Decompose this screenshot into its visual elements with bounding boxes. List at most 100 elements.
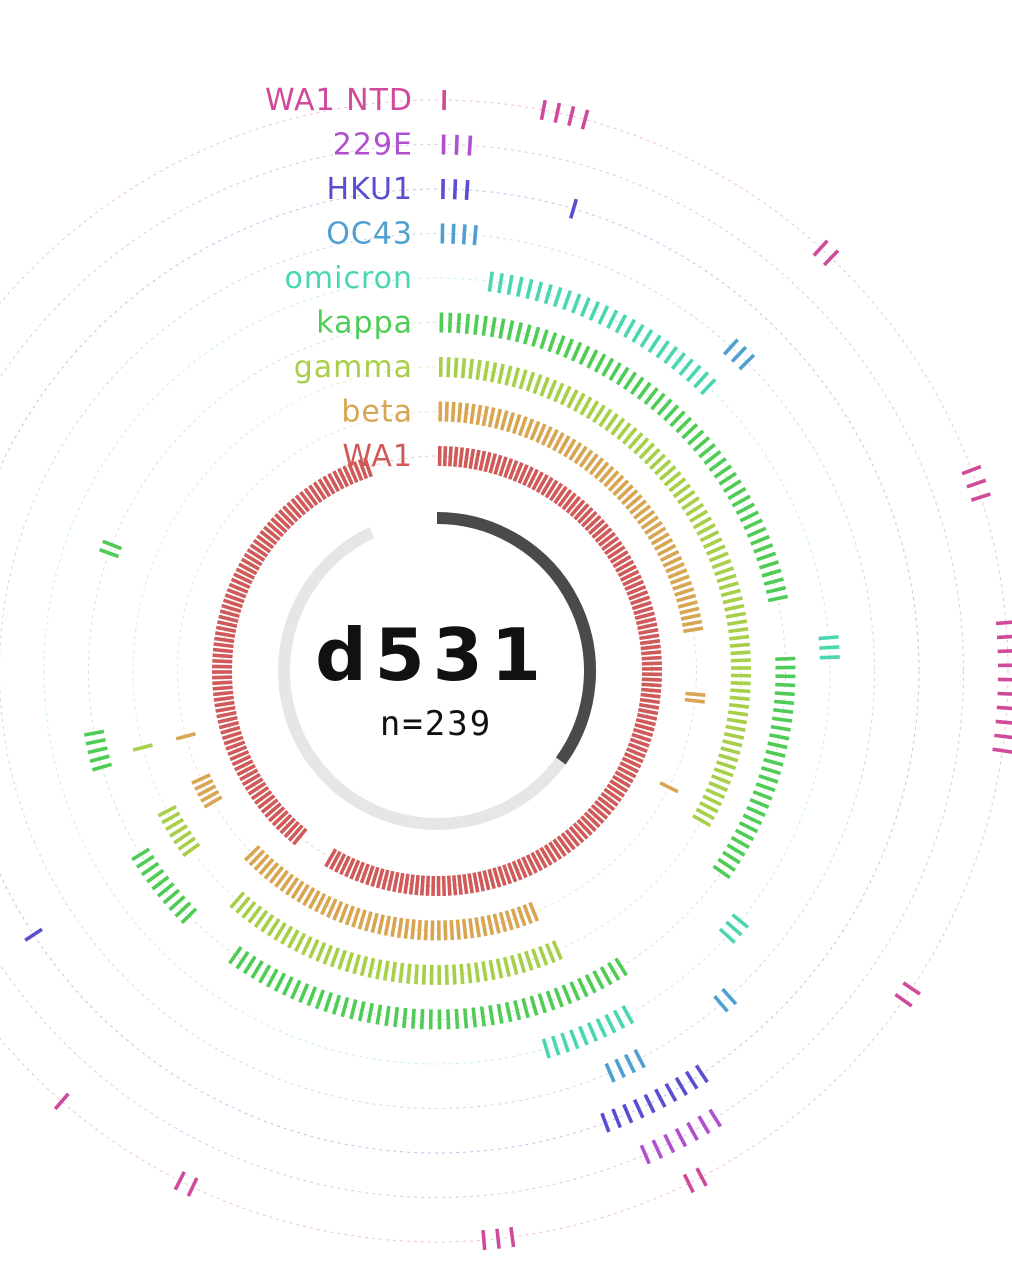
tick-wa1 bbox=[339, 855, 351, 876]
tick-kappa bbox=[89, 754, 110, 763]
tick-kappa bbox=[761, 568, 782, 578]
tick-wa1 bbox=[597, 531, 616, 547]
tick-kappa bbox=[447, 312, 453, 333]
tick-kappa bbox=[756, 551, 777, 562]
tick-wa1 bbox=[271, 809, 289, 827]
tick-kappa bbox=[663, 404, 680, 422]
tick-beta bbox=[612, 479, 630, 497]
tick-kappa bbox=[180, 907, 198, 925]
tick-wa1 bbox=[641, 687, 662, 694]
tick-beta bbox=[674, 587, 695, 597]
tick-gamma bbox=[173, 830, 192, 845]
guide-ring-kappa bbox=[88, 322, 786, 1020]
tick-wa1 bbox=[516, 858, 528, 879]
tick-omicron bbox=[595, 1018, 608, 1038]
ring-oc43 bbox=[440, 223, 756, 1083]
tick-hku1 bbox=[632, 1098, 645, 1119]
tick-beta bbox=[578, 449, 594, 468]
tick-beta bbox=[416, 919, 422, 941]
tick-kappa bbox=[608, 362, 622, 382]
tick-wa1 bbox=[457, 874, 463, 895]
tick-wa1 bbox=[468, 448, 476, 469]
tick-wa1 bbox=[218, 720, 240, 730]
tick-kappa bbox=[622, 371, 638, 391]
tick-wa1 bbox=[636, 712, 658, 721]
label-beta: beta bbox=[341, 395, 413, 430]
tick-omicron bbox=[562, 290, 573, 311]
tick-gamma bbox=[720, 588, 741, 598]
tick-wa1 bbox=[260, 798, 279, 814]
tick-wa1 bbox=[627, 742, 648, 753]
tick-wa1 bbox=[591, 523, 609, 539]
tick-wa1 bbox=[234, 759, 254, 772]
tick-wa1-ntd bbox=[961, 464, 982, 476]
tick-kappa bbox=[99, 548, 120, 559]
tick-wa1 bbox=[641, 650, 662, 656]
tick-229e bbox=[639, 1144, 651, 1165]
tick-wa1 bbox=[611, 774, 631, 789]
tick-wa1 bbox=[564, 829, 581, 847]
tick-wa1 bbox=[303, 487, 319, 506]
tick-kappa bbox=[135, 854, 155, 869]
label-gamma: gamma bbox=[294, 350, 413, 385]
tick-wa1 bbox=[482, 870, 491, 891]
tick-beta bbox=[461, 918, 468, 940]
tick-wa1 bbox=[553, 485, 568, 505]
tick-beta bbox=[675, 593, 697, 603]
tick-wa1 bbox=[540, 476, 554, 496]
tick-oc43 bbox=[722, 338, 740, 356]
tick-gamma bbox=[726, 717, 748, 725]
tick-hku1 bbox=[622, 1103, 634, 1124]
tick-gamma bbox=[260, 913, 275, 933]
tick-kappa bbox=[156, 882, 175, 898]
tick-oc43 bbox=[604, 1062, 616, 1083]
tick-wa1 bbox=[425, 875, 431, 896]
tick-wa1 bbox=[625, 747, 646, 759]
tick-wa1 bbox=[275, 813, 293, 831]
tick-gamma bbox=[531, 948, 542, 969]
tick-gamma bbox=[169, 824, 188, 838]
tick-gamma bbox=[398, 962, 405, 984]
tick-wa1 bbox=[213, 695, 234, 702]
tick-beta bbox=[258, 857, 275, 876]
tick-kappa bbox=[586, 349, 599, 369]
tick-wa1 bbox=[639, 638, 661, 646]
tick-beta bbox=[644, 520, 663, 535]
tick-wa1 bbox=[535, 473, 549, 494]
ring-wa1 bbox=[211, 445, 663, 897]
tick-kappa bbox=[749, 797, 770, 809]
tick-wa1 bbox=[624, 579, 645, 592]
tick-wa1 bbox=[241, 772, 261, 787]
tick-kappa bbox=[750, 534, 771, 546]
tick-omicron bbox=[534, 281, 544, 302]
tick-gamma bbox=[729, 642, 751, 648]
tick-beta bbox=[603, 470, 620, 488]
tick-omicron bbox=[560, 1032, 571, 1053]
tick-wa1 bbox=[215, 625, 237, 634]
tick-hku1 bbox=[684, 1070, 699, 1090]
tick-gamma bbox=[729, 634, 750, 641]
tick-wa1 bbox=[212, 680, 233, 686]
tick-gamma bbox=[544, 943, 556, 964]
tick-hku1 bbox=[464, 179, 470, 201]
tick-wa1-ntd bbox=[186, 1177, 199, 1197]
tick-wa1 bbox=[381, 869, 390, 890]
tick-gamma bbox=[692, 814, 712, 828]
tick-229e bbox=[454, 134, 459, 155]
tick-gamma bbox=[715, 760, 737, 770]
tick-kappa bbox=[146, 868, 165, 884]
tick-kappa bbox=[731, 494, 751, 508]
tick-wa1 bbox=[488, 453, 498, 474]
tick-kappa bbox=[306, 986, 318, 1007]
tick-wa1 bbox=[357, 459, 369, 480]
tick-wa1 bbox=[487, 868, 496, 890]
tick-omicron bbox=[639, 329, 654, 348]
tick-wa1 bbox=[292, 827, 308, 846]
tick-beta bbox=[285, 877, 300, 896]
tick-kappa bbox=[758, 774, 779, 784]
tick-wa1 bbox=[617, 564, 637, 578]
ring-hku1 bbox=[24, 179, 709, 1133]
tick-gamma bbox=[585, 400, 600, 420]
tick-kappa bbox=[547, 332, 558, 353]
tick-kappa bbox=[471, 1007, 478, 1028]
